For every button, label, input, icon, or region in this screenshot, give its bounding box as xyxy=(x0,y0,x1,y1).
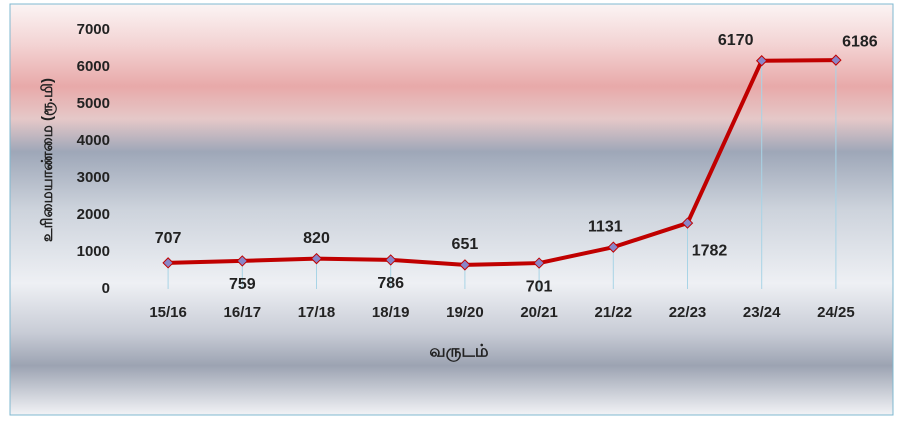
data-label: 6186 xyxy=(842,33,878,50)
y-tick-label: 7000 xyxy=(77,21,110,38)
marker xyxy=(607,241,620,253)
marker xyxy=(162,257,174,269)
y-tick-label: 4000 xyxy=(77,132,110,149)
y-tick-label: 2000 xyxy=(77,206,110,223)
line xyxy=(168,58,836,267)
marker xyxy=(459,259,471,271)
y-tick-label: 0 xyxy=(102,280,110,297)
data-label: 701 xyxy=(526,278,553,295)
marker xyxy=(830,54,842,66)
x-tick-label: 19/20 xyxy=(446,304,484,321)
y-tick-label: 1000 xyxy=(77,243,110,260)
x-tick-label: 23/24 xyxy=(743,304,781,321)
x-tick-label: 24/25 xyxy=(817,304,855,321)
data-label: 820 xyxy=(303,230,330,247)
marker xyxy=(533,257,545,269)
marker xyxy=(236,255,249,267)
x-tick-label: 21/22 xyxy=(595,304,633,321)
x-tick-label: 15/16 xyxy=(149,304,187,321)
x-axis-label: வருடம் xyxy=(429,341,489,361)
marker xyxy=(755,55,768,67)
data-label: 786 xyxy=(377,275,404,292)
chart-background xyxy=(9,3,894,416)
data-label: 1131 xyxy=(588,218,623,235)
x-tick-label: 20/21 xyxy=(520,304,558,321)
y-axis-label: உரிமையாண்மை (ரூ.மி) xyxy=(39,78,57,242)
x-tick-label: 18/19 xyxy=(372,304,410,321)
y-tick-label: 3000 xyxy=(77,169,110,186)
marker xyxy=(310,252,323,265)
x-tick-label: 17/18 xyxy=(298,304,336,321)
marker xyxy=(681,217,694,229)
marker xyxy=(384,254,397,266)
y-tick-label: 5000 xyxy=(77,95,110,112)
data-label: 1782 xyxy=(692,242,728,259)
data-label: 651 xyxy=(452,236,479,253)
data-label: 759 xyxy=(229,276,256,293)
data-label: 707 xyxy=(155,230,182,247)
data-label: 6170 xyxy=(718,32,754,49)
y-tick-label: 6000 xyxy=(77,58,110,75)
x-tick-label: 22/23 xyxy=(669,304,707,321)
x-tick-label: 16/17 xyxy=(224,304,262,321)
